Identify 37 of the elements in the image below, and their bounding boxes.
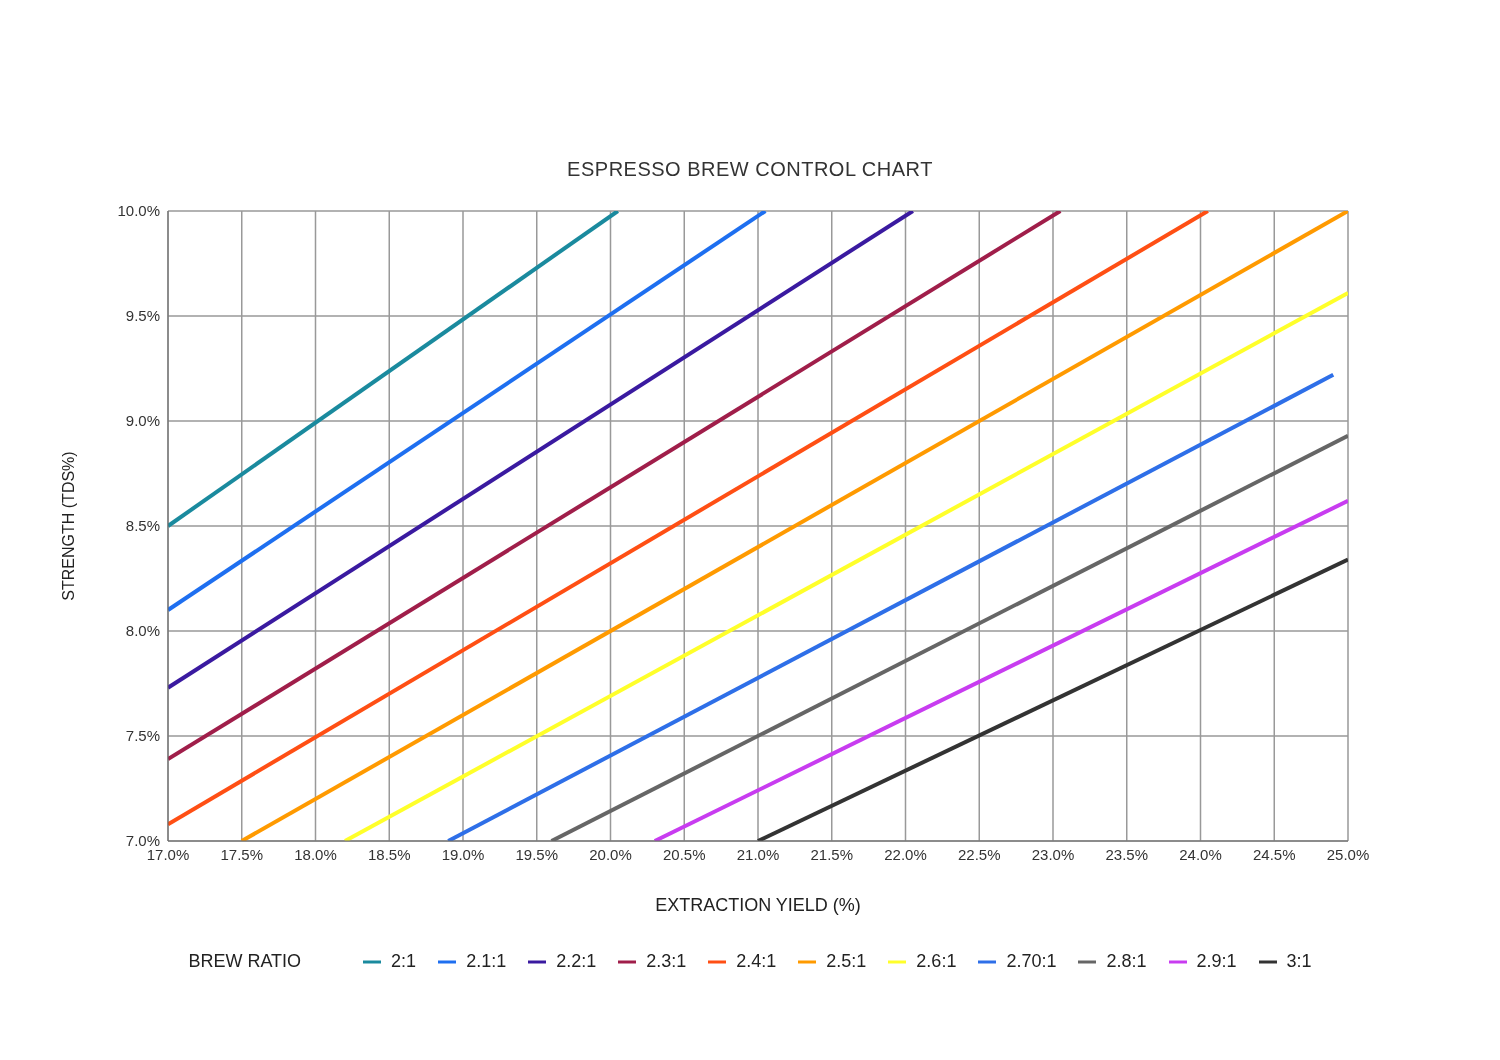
legend-label: 2.9:1 (1196, 951, 1237, 972)
legend-label: 2.1:1 (466, 951, 507, 972)
x-tick-label: 24.0% (1179, 845, 1222, 863)
legend-label: 2.2:1 (556, 951, 597, 972)
legend-title: BREW RATIO (188, 951, 302, 972)
y-tick-label: 9.0% (125, 412, 160, 430)
legend-label: 3:1 (1286, 951, 1312, 972)
x-tick-label: 23.5% (1105, 845, 1149, 863)
legend-label: 2.70:1 (1006, 951, 1057, 972)
x-tick-label: 18.0% (294, 845, 337, 863)
y-tick-label: 10.0% (117, 202, 160, 220)
x-tick-label: 23.0% (1031, 845, 1075, 863)
legend-label: 2.8:1 (1106, 951, 1147, 972)
x-tick-label: 20.5% (662, 845, 706, 863)
x-tick-label: 17.5% (220, 845, 264, 863)
y-tick-label: 9.5% (125, 307, 160, 325)
chart-title: ESPRESSO BREW CONTROL CHART (566, 158, 934, 181)
x-tick-label: 22.0% (884, 845, 927, 863)
y-tick-label: 7.5% (125, 727, 160, 745)
y-axis-title: STRENGTH (TDS%) (59, 451, 77, 601)
x-tick-label: 19.5% (515, 845, 559, 863)
legend-label: 2.4:1 (736, 951, 777, 972)
legend-label: 2:1 (391, 951, 417, 972)
x-tick-label: 19.0% (441, 845, 485, 863)
legend-label: 2.5:1 (826, 951, 867, 972)
x-tick-label: 18.5% (367, 845, 411, 863)
x-tick-label: 21.5% (810, 845, 854, 863)
legend-label: 2.3:1 (646, 951, 687, 972)
y-tick-label: 8.0% (125, 622, 160, 640)
y-tick-label: 8.5% (125, 517, 160, 535)
x-tick-label: 25.0% (1326, 845, 1370, 863)
legend-label: 2.6:1 (916, 951, 957, 972)
x-axis-title: EXTRACTION YIELD (%) (655, 895, 861, 915)
x-tick-label: 22.5% (957, 845, 1001, 863)
x-tick-label: 20.0% (589, 845, 632, 863)
x-tick-label: 24.5% (1252, 845, 1296, 863)
x-tick-label: 21.0% (736, 845, 780, 863)
